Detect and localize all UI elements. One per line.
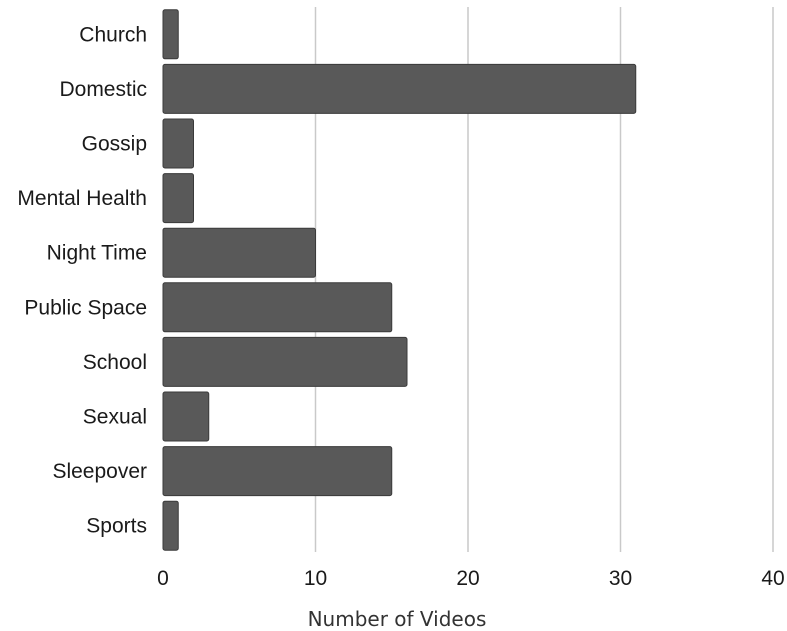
bar-night-time: [162, 227, 316, 278]
bar-church: [162, 9, 179, 60]
category-label-night-time: Night Time: [47, 242, 147, 265]
category-label-church: Church: [79, 23, 147, 46]
category-label-school: School: [83, 351, 147, 374]
bar-public-space: [162, 282, 393, 333]
x-tick-labels: 0 10 20 30 40: [157, 567, 785, 590]
bar-mental-health: [162, 173, 194, 224]
bar-domestic: [162, 63, 637, 114]
bar-sleepover: [162, 446, 393, 497]
category-label-sports: Sports: [86, 515, 147, 538]
x-tick-label-40: 40: [761, 567, 784, 590]
category-label-sexual: Sexual: [83, 406, 147, 429]
bar-school: [162, 336, 408, 387]
bars: [162, 9, 637, 551]
bar-sports: [162, 500, 179, 551]
category-label-mental-health: Mental Health: [17, 187, 147, 210]
bar-gossip: [162, 118, 194, 169]
x-tick-label-30: 30: [609, 567, 632, 590]
category-label-public-space: Public Space: [24, 296, 147, 319]
x-tick-label-0: 0: [157, 567, 169, 590]
category-labels: Church Domestic Gossip Mental Health Night T…: [17, 23, 147, 537]
category-label-sleepover: Sleepover: [52, 460, 147, 483]
category-label-gossip: Gossip: [82, 133, 147, 156]
bar-sexual: [162, 391, 210, 442]
x-axis-title: Number of Videos: [308, 607, 487, 631]
category-label-domestic: Domestic: [59, 78, 147, 101]
x-tick-label-20: 20: [456, 567, 479, 590]
x-tick-label-10: 10: [304, 567, 327, 590]
